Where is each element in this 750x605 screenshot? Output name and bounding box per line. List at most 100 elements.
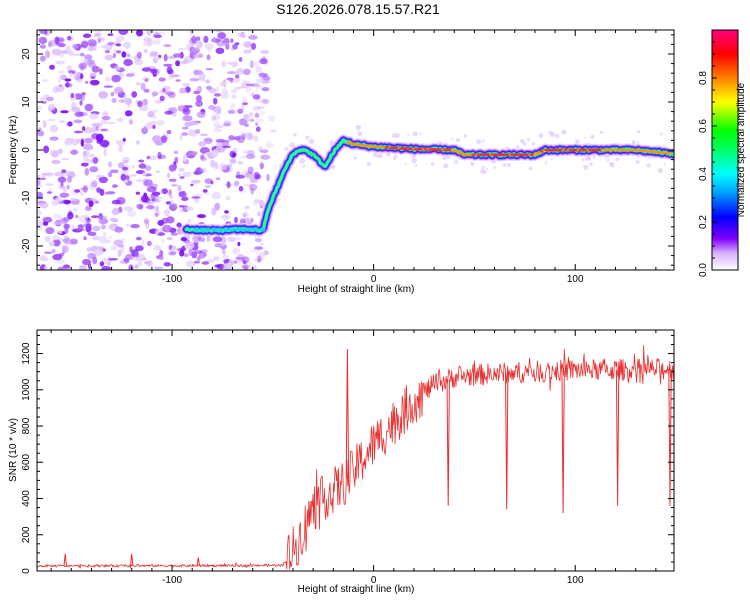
noise-blob bbox=[249, 177, 258, 184]
noise-blob bbox=[154, 99, 163, 104]
noise-blob bbox=[89, 79, 100, 86]
noise-blob bbox=[134, 264, 139, 269]
noise-blob bbox=[166, 236, 173, 241]
ridge-blob bbox=[253, 227, 260, 233]
noise-blob bbox=[178, 167, 185, 172]
noise-blob bbox=[152, 125, 156, 129]
noise-blob bbox=[96, 138, 103, 141]
noise-blob bbox=[80, 138, 85, 147]
ridge-blob bbox=[241, 227, 248, 233]
noise-blob bbox=[238, 185, 244, 192]
noise-blob bbox=[243, 115, 253, 122]
x-tick-label: -100 bbox=[162, 575, 182, 586]
snr-y-label: SNR (10 * v/v) bbox=[8, 418, 19, 482]
noise-blob bbox=[141, 67, 152, 72]
y-tick-label: 200 bbox=[21, 526, 32, 543]
noise-blob bbox=[211, 149, 219, 158]
snr-spike bbox=[345, 348, 350, 479]
noise-blob bbox=[214, 202, 221, 211]
noise-blob bbox=[88, 200, 94, 207]
noise-blob bbox=[131, 256, 140, 261]
noise-blob bbox=[94, 32, 102, 37]
halo-dot bbox=[299, 158, 306, 164]
noise-blob bbox=[242, 211, 249, 217]
noise-blob bbox=[126, 53, 131, 58]
snr-spike bbox=[615, 369, 620, 506]
noise-blob bbox=[161, 238, 165, 244]
noise-blob bbox=[43, 30, 48, 35]
noise-blob bbox=[70, 149, 78, 155]
noise-blob bbox=[224, 210, 229, 214]
colorbar-tick-label: 0.2 bbox=[698, 215, 709, 229]
noise-blob bbox=[211, 115, 216, 122]
noise-blob bbox=[163, 53, 168, 62]
halo-dot bbox=[481, 165, 485, 169]
noise-blob bbox=[226, 77, 234, 81]
noise-blob bbox=[144, 49, 148, 53]
noise-blob bbox=[88, 113, 99, 120]
noise-blob bbox=[185, 260, 196, 268]
noise-blob bbox=[182, 205, 189, 213]
noise-blob bbox=[72, 53, 81, 56]
noise-blob bbox=[186, 206, 194, 211]
noise-blob bbox=[140, 194, 149, 203]
noise-blob bbox=[246, 132, 253, 141]
noise-blob bbox=[167, 69, 174, 75]
noise-blob bbox=[210, 159, 216, 168]
noise-blob bbox=[107, 171, 113, 178]
noise-blob bbox=[42, 221, 49, 226]
noise-blob bbox=[175, 60, 181, 67]
noise-blob bbox=[225, 43, 230, 50]
noise-blob bbox=[196, 36, 201, 41]
noise-blob bbox=[71, 101, 77, 110]
halo-dot bbox=[609, 162, 615, 168]
halo-dot bbox=[463, 134, 468, 138]
noise-blob bbox=[258, 242, 265, 245]
noise-blob bbox=[208, 105, 216, 111]
noise-blob bbox=[44, 265, 48, 270]
noise-blob bbox=[261, 55, 267, 64]
noise-blob bbox=[205, 85, 213, 90]
noise-blob bbox=[212, 36, 216, 43]
noise-blob bbox=[189, 78, 200, 82]
noise-blob bbox=[243, 256, 250, 261]
noise-blob bbox=[152, 109, 158, 113]
noise-blob bbox=[39, 255, 46, 260]
noise-blob bbox=[96, 187, 102, 193]
noise-blob bbox=[138, 159, 145, 163]
noise-blob bbox=[241, 70, 248, 76]
noise-blob bbox=[237, 241, 241, 247]
snr-frame bbox=[36, 329, 675, 572]
noise-blob bbox=[40, 97, 47, 102]
noise-blob bbox=[128, 56, 138, 59]
noise-blob bbox=[194, 197, 200, 204]
snr-series-line bbox=[37, 345, 674, 570]
noise-blob bbox=[137, 101, 143, 108]
noise-blob bbox=[64, 78, 72, 82]
noise-blob bbox=[83, 127, 94, 134]
noise-blob bbox=[92, 156, 99, 164]
noise-blob bbox=[171, 184, 178, 187]
halo-dot bbox=[284, 146, 289, 152]
noise-blob bbox=[203, 35, 209, 44]
noise-blob bbox=[76, 78, 83, 84]
noise-blob bbox=[110, 91, 115, 97]
noise-blob bbox=[254, 246, 264, 250]
noise-blob bbox=[241, 96, 248, 104]
noise-blob bbox=[155, 196, 163, 200]
halo-dot bbox=[637, 156, 640, 159]
snr-spike bbox=[561, 370, 565, 514]
noise-blob bbox=[215, 177, 221, 181]
noise-blob bbox=[75, 139, 80, 144]
noise-blob bbox=[243, 114, 250, 120]
noise-blob bbox=[117, 244, 125, 248]
noise-blob bbox=[261, 99, 270, 105]
noise-blob bbox=[122, 166, 129, 171]
spectrogram-plot-area bbox=[37, 30, 674, 270]
x-tick-label: 100 bbox=[567, 575, 584, 586]
noise-blob bbox=[144, 179, 153, 187]
noise-blob bbox=[107, 41, 115, 46]
noise-blob bbox=[46, 191, 52, 194]
